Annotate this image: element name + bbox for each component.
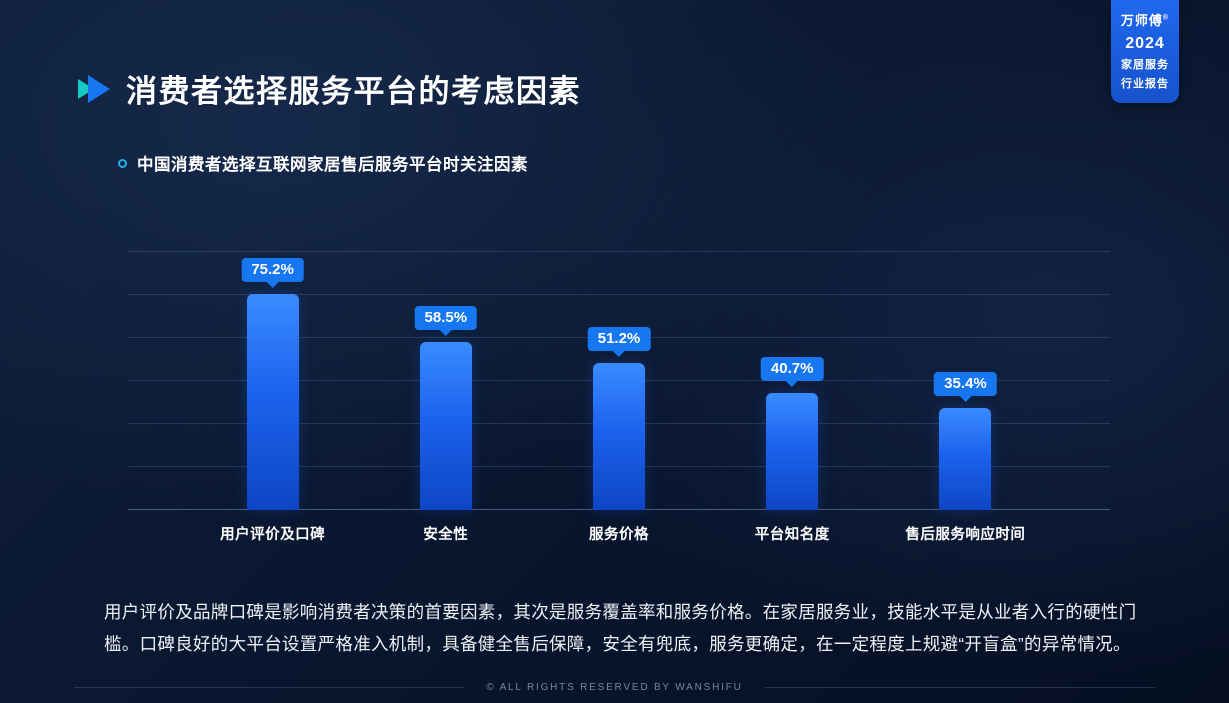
report-year: 2024 — [1125, 35, 1165, 52]
brand-ribbon: 万师傅® 2024 家居服务 行业报告 — [1111, 0, 1179, 103]
category-label: 售后服务响应时间 — [905, 527, 1026, 543]
bar-group: 58.5% 安全性 — [359, 251, 532, 544]
value-label: 51.2% — [587, 326, 651, 351]
bar — [419, 341, 472, 510]
bar-plot: 75.2% 用户评价及口碑 58.5% 安全性 51.2% 服务价格 40.7% 平台知名度 3… — [128, 251, 1110, 544]
bar — [246, 293, 299, 510]
registered-mark-icon: ® — [1162, 14, 1170, 22]
bar-chart: 75.2% 用户评价及口碑 58.5% 安全性 51.2% 服务价格 40.7% 平台知名度 3… — [128, 251, 1110, 544]
bar-group: 40.7% 平台知名度 — [706, 251, 879, 544]
category-label: 服务价格 — [589, 527, 649, 543]
value-label: 40.7% — [760, 356, 824, 381]
bar-area: 35.4% — [879, 251, 1052, 510]
footer-divider-right — [764, 687, 1156, 688]
value-label: 35.4% — [934, 372, 997, 397]
bar-area: 75.2% — [186, 251, 359, 510]
footer: © ALL RIGHTS RESERVED BY WANSHIFU — [0, 682, 1229, 693]
bar-area: 40.7% — [706, 251, 879, 510]
ring-bullet-icon — [118, 158, 127, 168]
category-label: 用户评价及口碑 — [220, 527, 326, 543]
category-label: 安全性 — [423, 527, 469, 543]
bar-group: 51.2% 服务价格 — [532, 251, 705, 544]
bar — [939, 408, 992, 510]
bar-area: 58.5% — [359, 251, 532, 510]
insight-paragraph: 用户评价及品牌口碑是影响消费者决策的首要因素，其次是服务覆盖率和服务价格。在家居… — [104, 602, 1137, 655]
ribbon-line2: 行业报告 — [1121, 78, 1169, 90]
title-row: 消费者选择服务平台的考虑因素 — [0, 0, 1229, 111]
subtitle-row: 中国消费者选择互联网家居售后服务平台时关注因素 — [118, 151, 1229, 175]
bar-group: 75.2% 用户评价及口碑 — [186, 251, 359, 544]
bar — [593, 362, 645, 510]
chart-subtitle: 中国消费者选择互联网家居售后服务平台时关注因素 — [137, 156, 528, 174]
brand-name: 万师傅® — [1120, 13, 1170, 28]
copyright-text: © ALL RIGHTS RESERVED BY WANSHIFU — [486, 682, 743, 693]
page-title: 消费者选择服务平台的考虑因素 — [126, 74, 581, 109]
bar-group: 35.4% 售后服务响应时间 — [879, 251, 1052, 544]
double-arrow-icon — [78, 74, 112, 103]
category-label: 平台知名度 — [754, 527, 830, 543]
bar — [766, 392, 819, 510]
footer-divider-left — [74, 687, 465, 688]
value-label: 58.5% — [414, 305, 478, 330]
value-label: 75.2% — [241, 257, 304, 282]
ribbon-line1: 家居服务 — [1121, 59, 1169, 71]
bar-area: 51.2% — [532, 251, 705, 510]
